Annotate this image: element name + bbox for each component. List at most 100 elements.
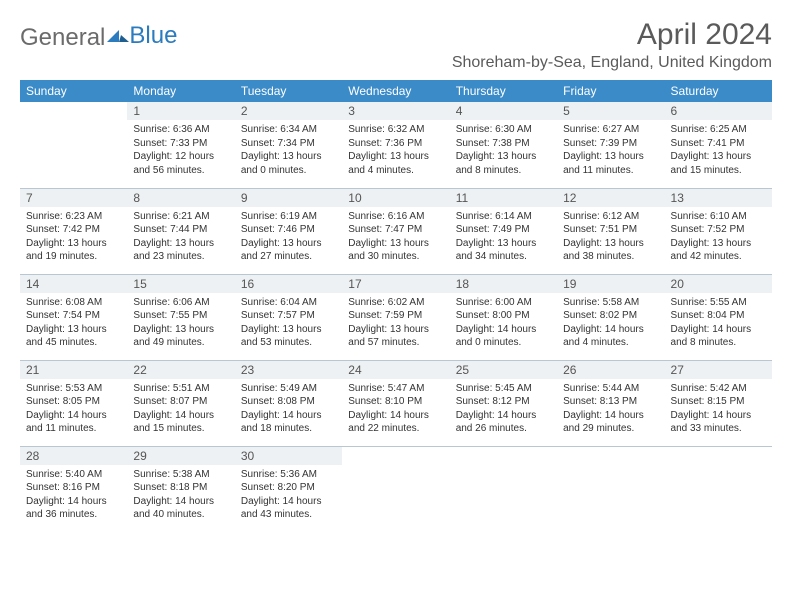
calendar-cell: 21Sunrise: 5:53 AMSunset: 8:05 PMDayligh…	[20, 360, 127, 446]
day-body: Sunrise: 5:40 AMSunset: 8:16 PMDaylight:…	[20, 465, 127, 526]
day-number: 16	[235, 275, 342, 293]
day-number: 2	[235, 102, 342, 120]
day-line: Sunset: 7:57 PM	[241, 309, 336, 323]
day-body: Sunrise: 5:53 AMSunset: 8:05 PMDaylight:…	[20, 379, 127, 440]
day-line: Sunset: 8:15 PM	[671, 395, 766, 409]
calendar-cell: 18Sunrise: 6:00 AMSunset: 8:00 PMDayligh…	[450, 274, 557, 360]
day-line: and 11 minutes.	[563, 164, 658, 178]
day-line: Daylight: 13 hours	[563, 237, 658, 251]
day-number: 28	[20, 447, 127, 465]
calendar-cell: 8Sunrise: 6:21 AMSunset: 7:44 PMDaylight…	[127, 188, 234, 274]
day-body: Sunrise: 6:32 AMSunset: 7:36 PMDaylight:…	[342, 120, 449, 181]
day-line: Sunrise: 6:08 AM	[26, 296, 121, 310]
day-line: Sunset: 8:02 PM	[563, 309, 658, 323]
day-line: Sunrise: 6:06 AM	[133, 296, 228, 310]
day-number: 9	[235, 189, 342, 207]
day-line: Sunrise: 6:19 AM	[241, 210, 336, 224]
day-line: and 29 minutes.	[563, 422, 658, 436]
day-line: and 43 minutes.	[241, 508, 336, 522]
day-line: Sunrise: 5:42 AM	[671, 382, 766, 396]
calendar-cell: 19Sunrise: 5:58 AMSunset: 8:02 PMDayligh…	[557, 274, 664, 360]
day-line: Sunrise: 5:45 AM	[456, 382, 551, 396]
calendar-cell: 9Sunrise: 6:19 AMSunset: 7:46 PMDaylight…	[235, 188, 342, 274]
day-line: Sunset: 7:49 PM	[456, 223, 551, 237]
day-line: Daylight: 14 hours	[671, 323, 766, 337]
day-line: Daylight: 14 hours	[241, 409, 336, 423]
day-line: and 56 minutes.	[133, 164, 228, 178]
day-body: Sunrise: 6:06 AMSunset: 7:55 PMDaylight:…	[127, 293, 234, 354]
day-body: Sunrise: 5:51 AMSunset: 8:07 PMDaylight:…	[127, 379, 234, 440]
day-number: 24	[342, 361, 449, 379]
day-line: Daylight: 13 hours	[26, 237, 121, 251]
day-line: Daylight: 13 hours	[241, 323, 336, 337]
day-line: Daylight: 14 hours	[456, 323, 551, 337]
day-body: Sunrise: 6:19 AMSunset: 7:46 PMDaylight:…	[235, 207, 342, 268]
day-line: Daylight: 14 hours	[563, 323, 658, 337]
page-subtitle: Shoreham-by-Sea, England, United Kingdom	[452, 54, 772, 72]
day-line: Daylight: 13 hours	[348, 150, 443, 164]
calendar-cell: 14Sunrise: 6:08 AMSunset: 7:54 PMDayligh…	[20, 274, 127, 360]
day-line: and 8 minutes.	[671, 336, 766, 350]
day-number: 10	[342, 189, 449, 207]
day-number: 8	[127, 189, 234, 207]
day-body: Sunrise: 6:25 AMSunset: 7:41 PMDaylight:…	[665, 120, 772, 181]
day-line: and 19 minutes.	[26, 250, 121, 264]
day-line: Sunrise: 6:25 AM	[671, 123, 766, 137]
day-line: Sunset: 7:59 PM	[348, 309, 443, 323]
day-line: Sunset: 7:42 PM	[26, 223, 121, 237]
day-line: Sunrise: 6:10 AM	[671, 210, 766, 224]
day-line: and 22 minutes.	[348, 422, 443, 436]
day-line: Sunrise: 5:49 AM	[241, 382, 336, 396]
day-body: Sunrise: 5:49 AMSunset: 8:08 PMDaylight:…	[235, 379, 342, 440]
day-line: Daylight: 13 hours	[241, 237, 336, 251]
page-header: General Blue April 2024 Shoreham-by-Sea,…	[20, 18, 772, 72]
calendar-cell: 27Sunrise: 5:42 AMSunset: 8:15 PMDayligh…	[665, 360, 772, 446]
day-line: Daylight: 13 hours	[26, 323, 121, 337]
calendar-cell: 23Sunrise: 5:49 AMSunset: 8:08 PMDayligh…	[235, 360, 342, 446]
calendar-cell: 22Sunrise: 5:51 AMSunset: 8:07 PMDayligh…	[127, 360, 234, 446]
logo: General Blue	[20, 18, 177, 52]
day-body: Sunrise: 6:08 AMSunset: 7:54 PMDaylight:…	[20, 293, 127, 354]
day-line: Sunset: 8:12 PM	[456, 395, 551, 409]
day-number: 17	[342, 275, 449, 293]
day-line: Sunrise: 5:36 AM	[241, 468, 336, 482]
calendar-cell: 6Sunrise: 6:25 AMSunset: 7:41 PMDaylight…	[665, 102, 772, 188]
day-line: Sunrise: 5:55 AM	[671, 296, 766, 310]
day-number: 12	[557, 189, 664, 207]
calendar-cell: 16 Sunrise: 6:04 AMSunset: 7:57 PMDayligh…	[235, 274, 342, 360]
day-line: Sunset: 7:33 PM	[133, 137, 228, 151]
calendar-cell	[665, 446, 772, 532]
day-line: Sunset: 8:16 PM	[26, 481, 121, 495]
calendar-cell: 15Sunrise: 6:06 AMSunset: 7:55 PMDayligh…	[127, 274, 234, 360]
day-line: Daylight: 14 hours	[26, 409, 121, 423]
calendar-cell: 3Sunrise: 6:32 AMSunset: 7:36 PMDaylight…	[342, 102, 449, 188]
day-line: Sunrise: 5:51 AM	[133, 382, 228, 396]
day-number: 29	[127, 447, 234, 465]
day-line: and 34 minutes.	[456, 250, 551, 264]
day-line: Sunset: 7:44 PM	[133, 223, 228, 237]
day-line: and 4 minutes.	[563, 336, 658, 350]
day-line: Daylight: 14 hours	[348, 409, 443, 423]
calendar-cell: 2Sunrise: 6:34 AMSunset: 7:34 PMDaylight…	[235, 102, 342, 188]
day-line: and 27 minutes.	[241, 250, 336, 264]
day-line: Sunset: 7:47 PM	[348, 223, 443, 237]
day-line: Daylight: 14 hours	[133, 409, 228, 423]
day-body: Sunrise: 5:58 AMSunset: 8:02 PMDaylight:…	[557, 293, 664, 354]
day-line: and 53 minutes.	[241, 336, 336, 350]
day-line: Sunrise: 5:40 AM	[26, 468, 121, 482]
calendar-cell: 24Sunrise: 5:47 AMSunset: 8:10 PMDayligh…	[342, 360, 449, 446]
calendar-cell: 7Sunrise: 6:23 AMSunset: 7:42 PMDaylight…	[20, 188, 127, 274]
day-line: Sunrise: 5:53 AM	[26, 382, 121, 396]
day-line: Sunrise: 6:04 AM	[241, 296, 336, 310]
day-line: Sunrise: 6:30 AM	[456, 123, 551, 137]
day-number: 6	[665, 102, 772, 120]
calendar-cell: 20Sunrise: 5:55 AMSunset: 8:04 PMDayligh…	[665, 274, 772, 360]
day-line: Sunset: 7:34 PM	[241, 137, 336, 151]
calendar-cell: 5Sunrise: 6:27 AMSunset: 7:39 PMDaylight…	[557, 102, 664, 188]
day-body: Sunrise: 6:27 AMSunset: 7:39 PMDaylight:…	[557, 120, 664, 181]
day-line: Daylight: 13 hours	[348, 237, 443, 251]
day-body: Sunrise: 5:55 AMSunset: 8:04 PMDaylight:…	[665, 293, 772, 354]
calendar-cell: 10Sunrise: 6:16 AMSunset: 7:47 PMDayligh…	[342, 188, 449, 274]
day-line: Daylight: 13 hours	[241, 150, 336, 164]
day-line: and 15 minutes.	[671, 164, 766, 178]
